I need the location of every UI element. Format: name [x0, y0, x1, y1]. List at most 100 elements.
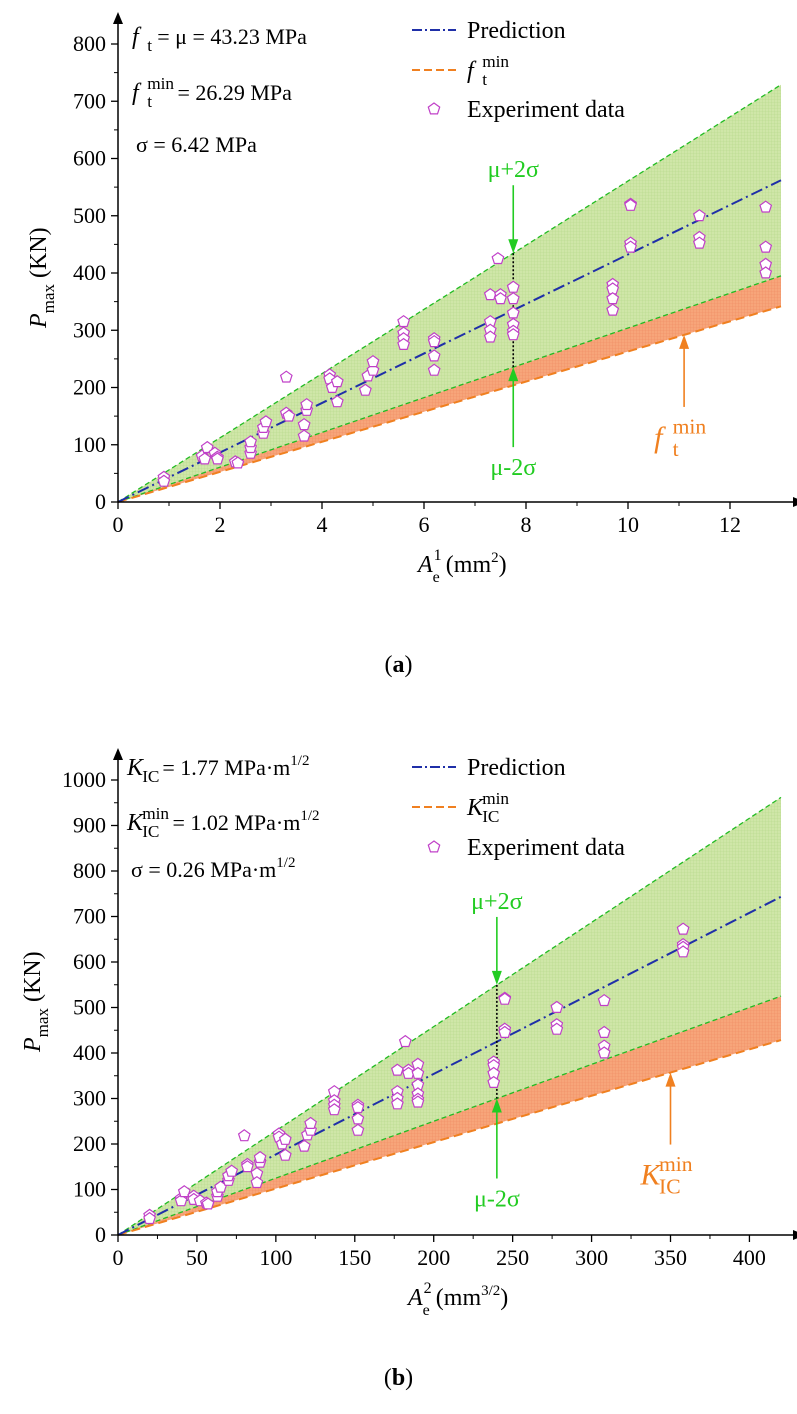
y-tick-label: 900 — [73, 813, 106, 838]
data-point — [759, 240, 773, 253]
min-arrow-label-sup: min — [673, 414, 707, 438]
x-tick-label: 0 — [113, 512, 124, 537]
data-point — [491, 251, 505, 265]
legend-data-label: Experiment data — [467, 97, 625, 123]
data-point — [304, 1116, 318, 1129]
x-tick-label: 150 — [338, 1245, 371, 1270]
min-arrow-label-sym: f — [654, 421, 666, 454]
x-tick-label: 100 — [259, 1245, 292, 1270]
y-tick-label: 200 — [73, 375, 106, 400]
upper-band-line — [117, 84, 782, 503]
x-axis-label: A2 e (mm3/2) — [406, 1280, 508, 1319]
data-point — [174, 1194, 188, 1207]
data-point — [278, 1148, 292, 1161]
data-point — [498, 1025, 512, 1038]
x-tick-label: 300 — [575, 1245, 608, 1270]
y-tick-label: 400 — [73, 1040, 106, 1065]
lower-arrow-label: μ-2σ — [474, 1187, 520, 1213]
x-tick-label: 4 — [317, 512, 328, 537]
min-line — [117, 1039, 782, 1236]
y-axis-arrow — [113, 12, 123, 24]
y-tick-label: 300 — [73, 1086, 106, 1111]
data-point — [397, 337, 411, 350]
min-arrow-label-sub: t — [673, 437, 679, 461]
param-1-sym: K — [126, 755, 145, 781]
min-arrow-label-sub: IC — [659, 1175, 681, 1199]
data-point — [692, 236, 706, 249]
data-point — [487, 1075, 501, 1088]
y-axis-label: Pmax (KN) — [20, 951, 52, 1053]
data-point — [297, 429, 311, 442]
data-point — [550, 1022, 564, 1035]
data-point — [390, 1097, 404, 1110]
y-axis-label: Pmax (KN) — [26, 227, 58, 329]
lower-band-line — [117, 995, 782, 1236]
y-tick-label: 600 — [73, 949, 106, 974]
data-point — [597, 993, 611, 1007]
data-point — [297, 1139, 311, 1152]
data-point — [506, 292, 520, 305]
data-point — [231, 456, 245, 469]
param-1-sub: t — [147, 36, 152, 55]
lower-arrow-label: μ-2σ — [490, 455, 536, 481]
param-3-text: σ = 6.42 MPa — [136, 132, 257, 157]
data-point — [282, 409, 296, 422]
x-tick-label: 400 — [733, 1245, 766, 1270]
param-1-sub: IC — [142, 767, 159, 786]
prediction-line — [117, 895, 782, 1236]
data-point — [498, 992, 512, 1005]
y-tick-label: 500 — [73, 203, 106, 228]
param-2-sym: f — [132, 80, 142, 106]
upper-arrow-head — [508, 239, 519, 254]
y-axis-arrow — [113, 748, 123, 760]
data-point — [244, 435, 258, 448]
data-point — [427, 334, 441, 348]
min-arrow-head — [665, 1072, 676, 1087]
upper-arrow-label: μ+2σ — [488, 157, 539, 183]
y-tick-label: 700 — [73, 904, 106, 929]
x-tick-label: 50 — [186, 1245, 208, 1270]
data-point — [506, 328, 520, 341]
data-point — [606, 303, 620, 316]
x-axis-arrow — [793, 1230, 797, 1240]
legend-min-sub: IC — [482, 807, 499, 826]
y-tick-label: 200 — [73, 1131, 106, 1156]
data-point — [692, 209, 706, 222]
x-axis-arrow — [793, 497, 797, 507]
legend-min-sym: f — [467, 58, 477, 84]
min-arrow-label-sym: K — [640, 1159, 663, 1192]
panel-b: 0 50 100 150 200 250 300 350 400 0 100 200 300 400 500… — [0, 707, 797, 1414]
data-point — [427, 363, 441, 376]
x-tick-label: 10 — [617, 512, 639, 537]
data-point — [390, 1063, 404, 1076]
data-point — [279, 370, 293, 383]
data-point — [494, 292, 507, 305]
confidence-band — [118, 84, 781, 502]
legend-prediction-label: Prediction — [467, 755, 566, 781]
data-point — [237, 1129, 251, 1142]
prediction-line — [117, 179, 782, 503]
data-point — [759, 266, 773, 279]
x-tick-label: 350 — [654, 1245, 687, 1270]
caption-b: (b) — [383, 1365, 414, 1391]
upper-band-line — [117, 796, 782, 1236]
y-tick-label: 1000 — [62, 767, 106, 792]
data-point — [177, 1185, 191, 1198]
y-tick-label: 400 — [73, 260, 106, 285]
legend-min-sub: t — [482, 70, 487, 89]
x-tick-label: 2 — [215, 512, 226, 537]
lower-arrow-head — [491, 1098, 502, 1113]
param-2-sup: min — [147, 74, 174, 93]
param-2-sup: min — [142, 804, 169, 823]
data-point — [676, 945, 690, 958]
x-tick-label: 200 — [417, 1245, 450, 1270]
data-point — [483, 330, 497, 343]
y-tick-label: 100 — [73, 432, 106, 457]
data-point — [351, 1123, 365, 1136]
upper-arrow-label: μ+2σ — [471, 889, 522, 915]
y-tick-label: 300 — [73, 317, 106, 342]
